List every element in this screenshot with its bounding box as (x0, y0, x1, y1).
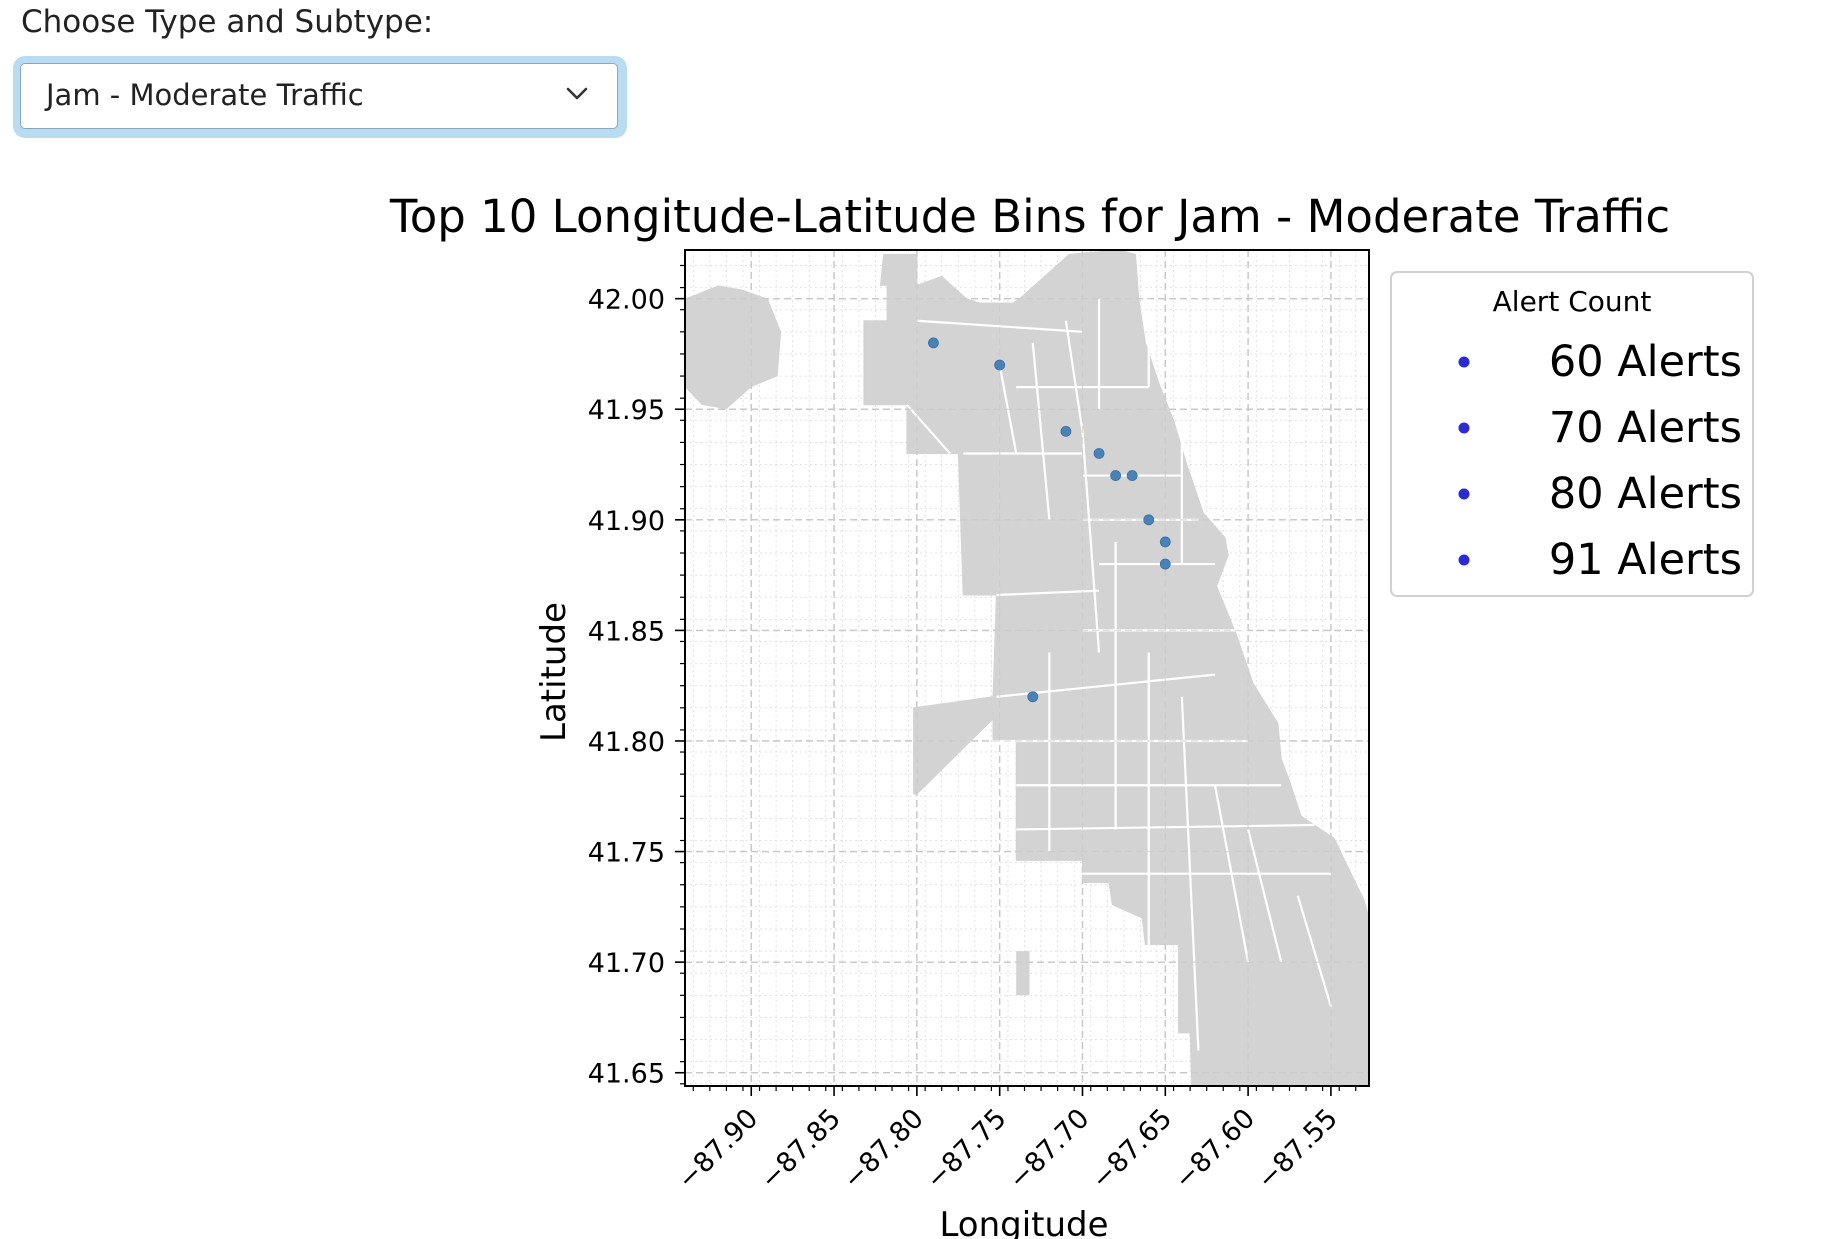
neighborhood-border (1031, 342, 1051, 520)
alert-point (1110, 470, 1122, 481)
y-axis: 41.65 41.70 41.75 41.80 41.85 41.90 41.95 42.00 (588, 264, 685, 1090)
alert-point (1143, 514, 1155, 526)
y-tick-label: 41.95 (588, 395, 665, 426)
alert-point (1159, 536, 1171, 548)
alert-point (928, 337, 939, 349)
y-tick-label: 41.70 (588, 948, 665, 979)
x-tick-label: −87.75 (920, 1103, 1013, 1196)
neighborhood-border (1296, 895, 1332, 1007)
legend-label: 60 Alerts (1549, 337, 1742, 387)
x-tick-label: −87.55 (1251, 1103, 1344, 1196)
alert-point (1060, 425, 1072, 437)
chart-title: Top 10 Longitude-Latitude Bins for Jam -… (389, 190, 1670, 243)
neighborhood-border (1180, 696, 1200, 1051)
alert-point (1027, 691, 1039, 703)
neighborhood-border (916, 319, 1083, 333)
neighborhood-border (906, 404, 951, 455)
x-tick-label: −87.70 (1003, 1103, 1096, 1196)
y-tick-label: 41.75 (588, 838, 665, 869)
y-tick-label: 41.85 (588, 616, 665, 647)
alert-point (1159, 558, 1171, 570)
alert-point (1093, 448, 1105, 459)
x-tick-label: −87.65 (1086, 1103, 1179, 1196)
y-tick-label: 41.80 (588, 727, 665, 758)
neighborhood-border (1081, 431, 1101, 653)
x-tick-label: −87.85 (754, 1103, 847, 1196)
y-tick-label: 41.90 (588, 506, 665, 537)
legend-label: 91 Alerts (1549, 535, 1742, 585)
southwest-area (1016, 951, 1030, 996)
plot-frame (684, 249, 1370, 1087)
x-axis-label: Longitude (939, 1205, 1108, 1239)
x-axis: −87.90−87.85−87.80−87.75−87.70−87.65−87.… (672, 1086, 1357, 1196)
legend-title: Alert Count (1493, 285, 1652, 318)
legend-marker (1458, 356, 1470, 368)
alert-point (1126, 470, 1138, 481)
plot-area (684, 249, 1370, 1087)
ohare-area (685, 285, 782, 410)
legend-marker (1458, 554, 1470, 566)
legend-entries: 60 Alerts 70 Alerts 80 Alerts 91 Alerts (1458, 337, 1742, 585)
select-label: Choose Type and Subtype: (21, 4, 434, 40)
y-tick-label: 42.00 (588, 285, 665, 316)
alert-points (928, 337, 1171, 703)
neighborhood-border (1213, 785, 1250, 963)
type-subtype-select-focus-ring: Jam - Moderate Traffic (13, 56, 627, 138)
x-tick-label: −87.90 (672, 1103, 765, 1196)
chevron-down-icon[interactable] (565, 86, 589, 102)
type-subtype-select[interactable]: Jam - Moderate Traffic (20, 63, 618, 129)
legend-marker (1458, 422, 1470, 434)
legend-box (1390, 271, 1754, 597)
x-tick-label: −87.80 (837, 1103, 930, 1196)
alert-point (994, 359, 1006, 371)
legend: Alert Count 60 Alerts 70 Alerts 80 Alerts 9… (1390, 271, 1754, 597)
x-tick-label: −87.60 (1168, 1103, 1261, 1196)
y-axis-label: Latitude (534, 602, 574, 742)
y-tick-label: 41.65 (588, 1059, 665, 1090)
neighborhood-border (1247, 829, 1283, 963)
legend-label: 80 Alerts (1549, 469, 1742, 519)
neighborhood-border (1064, 320, 1084, 432)
legend-marker (1458, 488, 1470, 500)
grid-overlay (685, 250, 1369, 1086)
legend-label: 70 Alerts (1549, 403, 1742, 453)
selected-value: Jam - Moderate Traffic (46, 78, 364, 112)
